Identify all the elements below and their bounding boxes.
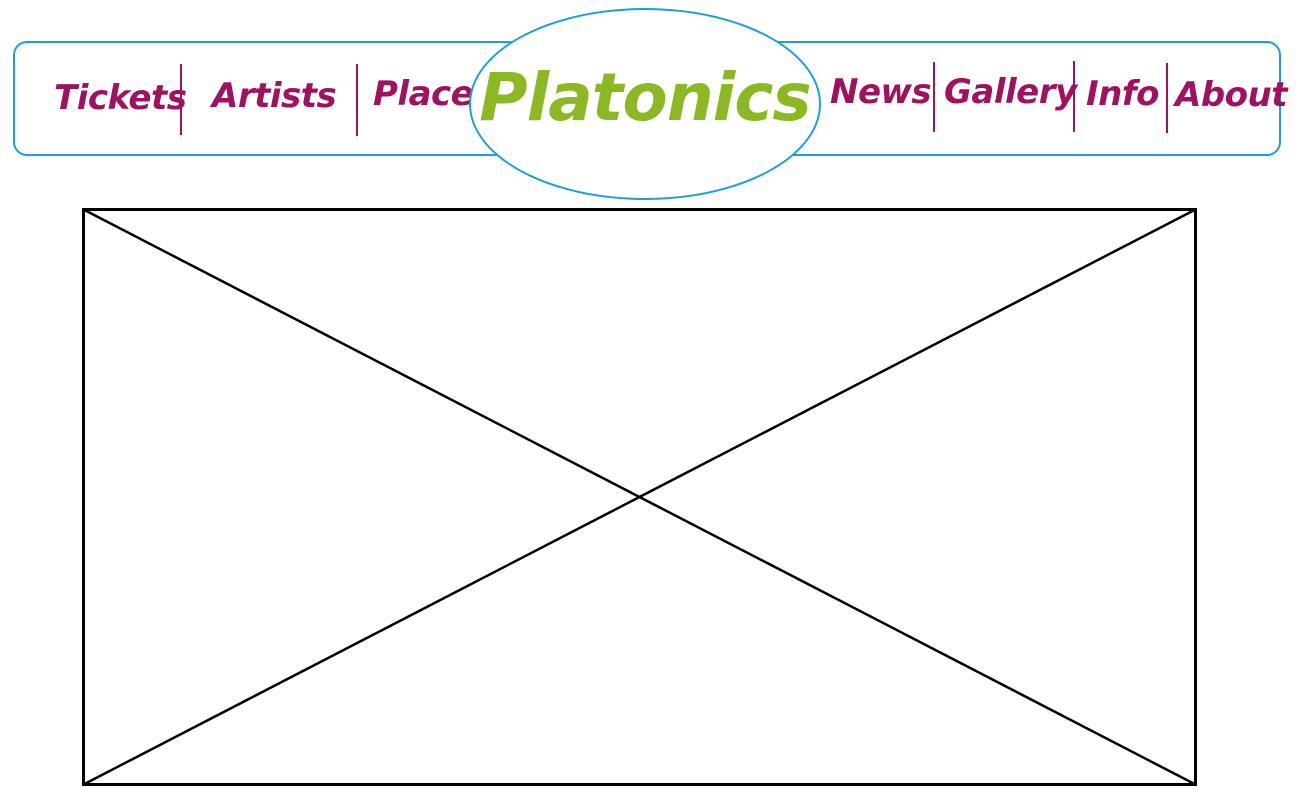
nav-separator (1166, 63, 1168, 133)
nav-link-about[interactable]: About (1175, 75, 1287, 115)
nav-link-info[interactable]: Info (1086, 74, 1160, 114)
logo-ellipse (469, 8, 821, 200)
nav-separator (1073, 61, 1075, 132)
nav-link-tickets[interactable]: Tickets (54, 78, 187, 118)
nav-link-place[interactable]: Place (373, 74, 474, 114)
nav-link-news[interactable]: News (830, 72, 932, 112)
nav-link-artists[interactable]: Artists (212, 76, 337, 116)
image-placeholder (82, 208, 1197, 786)
placeholder-frame (82, 208, 1197, 786)
site-logo[interactable]: Platonics (479, 59, 811, 136)
nav-separator (356, 64, 358, 136)
placeholder-cross-line (82, 208, 1197, 786)
nav-separator (180, 64, 182, 135)
nav-separator (933, 62, 935, 132)
nav-link-gallery[interactable]: Gallery (944, 72, 1077, 112)
